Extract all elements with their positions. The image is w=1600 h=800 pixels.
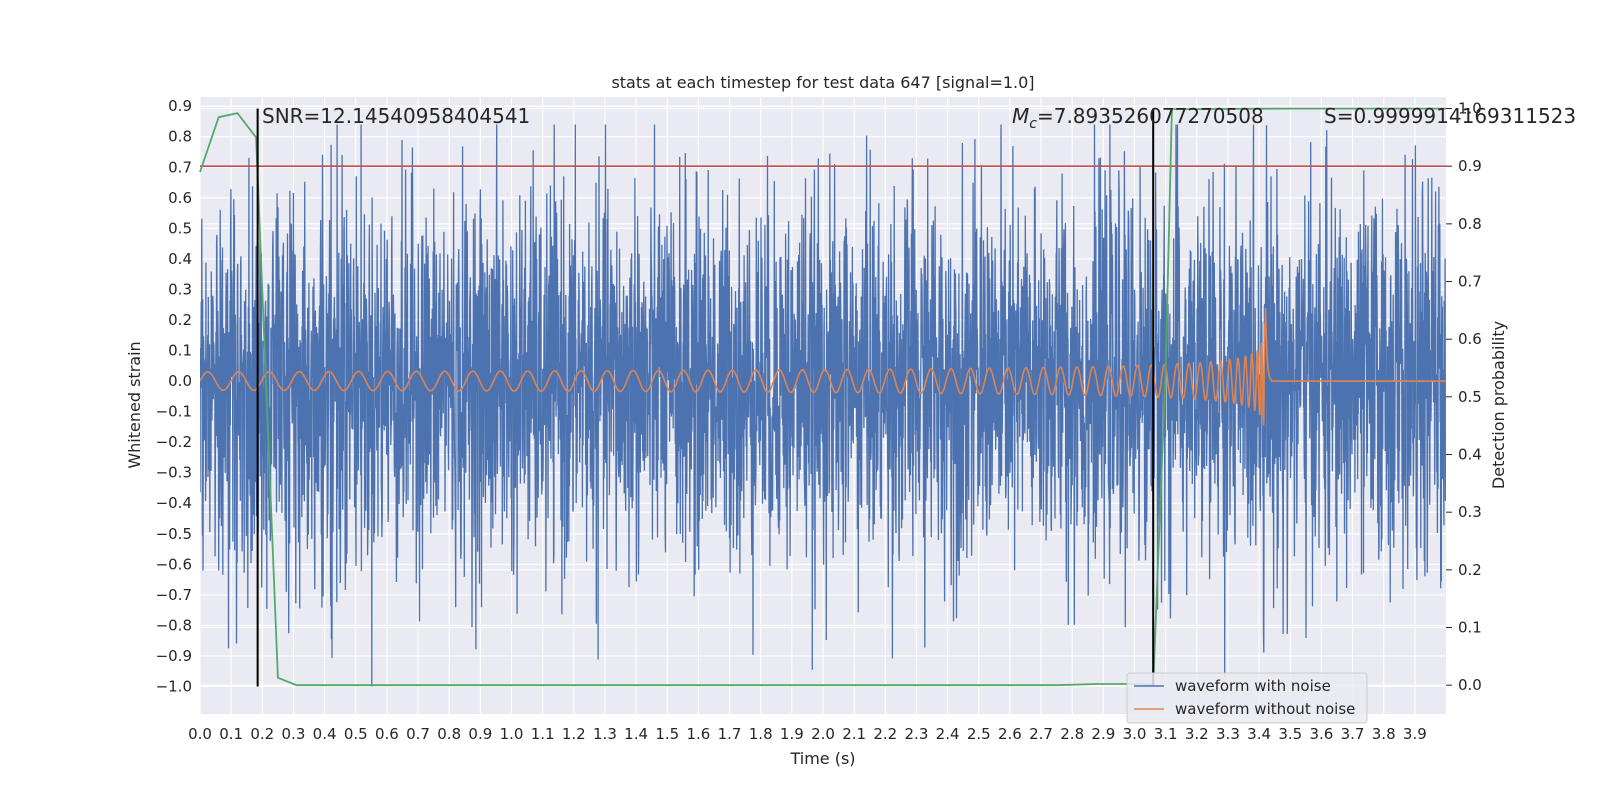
y-tick-label-left: 0.6: [168, 189, 192, 207]
s-annotation: S=0.9999914169311523: [1324, 104, 1576, 128]
y-tick-label-left: 0.3: [168, 280, 192, 298]
x-tick-label: 2.7: [1029, 725, 1053, 743]
x-tick-label: 0.1: [219, 725, 243, 743]
x-ticks: 0.0 0.1 0.2 0.3 0.4 0.5 0.6 0.7 0.8 0.9 1.0 1.1 1.2 1…: [188, 725, 1427, 743]
chirp-mass-annotation: Mc=7.893526077270508: [1012, 104, 1264, 132]
x-tick-label: 1.4: [624, 725, 648, 743]
y-tick-label-left: −0.8: [156, 616, 192, 634]
x-tick-label: 1.6: [686, 725, 710, 743]
x-tick-label: 2.4: [936, 725, 960, 743]
x-tick-label: 0.5: [344, 725, 368, 743]
x-tick-label: 3.4: [1247, 725, 1271, 743]
x-tick-label: 1.0: [500, 725, 524, 743]
x-tick-label: 2.0: [811, 725, 835, 743]
y-tick-label-left: −0.3: [156, 464, 192, 482]
y-axis-label-right: Detection probability: [1489, 321, 1508, 489]
y-tick-label-right: 0.5: [1458, 388, 1482, 406]
x-tick-label: 2.1: [842, 725, 866, 743]
snr-annotation: SNR=12.14540958404541: [262, 104, 530, 128]
x-tick-label: 0.0: [188, 725, 212, 743]
x-tick-label: 0.4: [313, 725, 337, 743]
y-tick-label-left: 0.8: [168, 128, 192, 146]
x-tick-label: 2.6: [998, 725, 1022, 743]
x-tick-label: 3.7: [1341, 725, 1365, 743]
x-tick-label: 3.6: [1309, 725, 1333, 743]
y-axis-label-left: Whitened strain: [125, 341, 144, 468]
x-tick-label: 0.8: [437, 725, 461, 743]
x-tick-label: 2.8: [1060, 725, 1084, 743]
x-tick-label: 3.0: [1123, 725, 1147, 743]
y-tick-label-right: 1.0: [1458, 100, 1482, 118]
x-tick-label: 3.9: [1403, 725, 1427, 743]
y-tick-label-right: 0.6: [1458, 330, 1482, 348]
series-waveform-without-noise: [200, 307, 1446, 426]
y-tick-label-right: 0.4: [1458, 446, 1482, 464]
series-detection-probability: [199, 107, 1446, 687]
chirp-mass-value: =7.893526077270508: [1037, 104, 1264, 128]
x-tick-label: 2.9: [1091, 725, 1115, 743]
y-tick-label-left: −0.1: [156, 403, 192, 421]
y-tick-label-left: 0.9: [168, 97, 192, 115]
x-tick-label: 1.1: [531, 725, 555, 743]
x-tick-label: 1.5: [655, 725, 679, 743]
right-y-ticks: 1.0 0.9 0.8 0.7 0.6 0.5 0.4 0.3 0.2 0.1 0.0: [1446, 100, 1482, 694]
overlay-layer: [199, 107, 1446, 687]
x-tick-label: 2.3: [905, 725, 929, 743]
y-tick-label-left: 0.2: [168, 311, 192, 329]
y-tick-label-left: −0.6: [156, 555, 192, 573]
y-tick-label-right: 0.0: [1458, 676, 1482, 694]
y-tick-label-left: −0.9: [156, 647, 192, 665]
x-tick-label: 0.9: [468, 725, 492, 743]
y-tick-label-left: −1.0: [156, 678, 192, 696]
y-tick-label-left: −0.2: [156, 433, 192, 451]
y-tick-label-right: 0.9: [1458, 157, 1482, 175]
x-tick-label: 1.2: [562, 725, 586, 743]
x-tick-label: 0.6: [375, 725, 399, 743]
x-tick-label: 3.8: [1372, 725, 1396, 743]
y-tick-label-right: 0.8: [1458, 215, 1482, 233]
series-layer: [200, 124, 1446, 687]
x-tick-label: 3.1: [1154, 725, 1178, 743]
x-tick-label: 0.2: [250, 725, 274, 743]
legend-label-clean: waveform without noise: [1175, 700, 1355, 718]
y-tick-label-left: −0.5: [156, 525, 192, 543]
y-tick-label-right: 0.2: [1458, 561, 1482, 579]
x-tick-label: 2.2: [873, 725, 897, 743]
y-tick-label-left: 0.5: [168, 219, 192, 237]
left-y-ticks: 0.9 0.8 0.7 0.6 0.5 0.4 0.3 0.2 0.1 0.0 −0.1 −0.2 −0…: [156, 97, 192, 695]
x-tick-label: 0.3: [282, 725, 306, 743]
y-tick-label-left: 0.0: [168, 372, 192, 390]
y-tick-label-left: −0.4: [156, 494, 192, 512]
legend: waveform with noise waveform without noi…: [1126, 672, 1368, 724]
y-tick-label-right: 0.1: [1458, 619, 1482, 637]
y-tick-label-left: 0.1: [168, 342, 192, 360]
legend-label-noise: waveform with noise: [1175, 677, 1331, 695]
chirp-mass-subscript: c: [1029, 116, 1037, 132]
chirp-mass-symbol: M: [1012, 104, 1029, 128]
x-tick-label: 3.2: [1185, 725, 1209, 743]
x-axis-label: Time (s): [789, 749, 855, 768]
legend-box: [1126, 672, 1368, 724]
x-tick-label: 0.7: [406, 725, 430, 743]
chart-title: stats at each timestep for test data 647…: [611, 73, 1034, 92]
x-tick-label: 1.7: [718, 725, 742, 743]
x-tick-label: 1.8: [749, 725, 773, 743]
y-tick-label-left: −0.7: [156, 586, 192, 604]
x-tick-label: 1.9: [780, 725, 804, 743]
x-tick-label: 3.3: [1216, 725, 1240, 743]
x-tick-label: 3.5: [1278, 725, 1302, 743]
y-tick-label-right: 0.3: [1458, 503, 1482, 521]
x-tick-label: 2.5: [967, 725, 991, 743]
y-tick-label-right: 0.7: [1458, 273, 1482, 291]
x-tick-label: 1.3: [593, 725, 617, 743]
y-tick-label-left: 0.7: [168, 158, 192, 176]
y-tick-label-left: 0.4: [168, 250, 192, 268]
series-waveform-with-noise: [200, 124, 1446, 687]
